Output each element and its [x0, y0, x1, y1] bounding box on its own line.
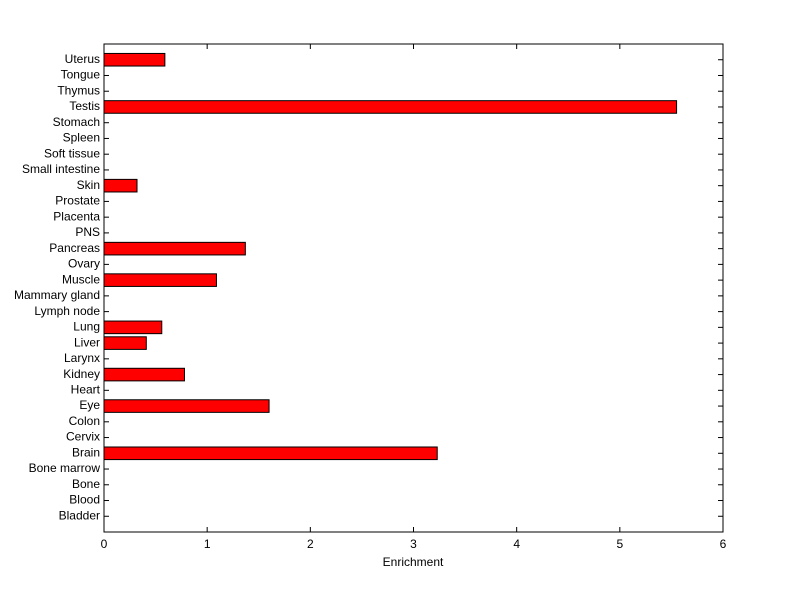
- y-tick-label: Pancreas: [49, 241, 100, 255]
- x-tick-label: 3: [410, 537, 417, 551]
- y-tick-label: Muscle: [62, 272, 100, 286]
- bar: [103, 399, 270, 413]
- y-tick-label: Bladder: [59, 508, 100, 522]
- x-axis-label: Enrichment: [383, 555, 444, 569]
- y-tick-label: Soft tissue: [44, 146, 100, 160]
- y-tick-label: Lymph node: [34, 304, 100, 318]
- bar: [103, 446, 438, 461]
- bar: [103, 100, 678, 114]
- bar: [103, 241, 246, 256]
- y-tick-label: Ovary: [68, 257, 100, 271]
- y-tick-label: Heart: [71, 382, 101, 396]
- x-tick-label: 1: [204, 537, 211, 551]
- y-tick-label: Colon: [69, 414, 100, 428]
- bar: [103, 273, 217, 287]
- y-tick-label: Bone: [72, 477, 100, 491]
- y-tick-label: Skin: [77, 178, 100, 192]
- bar: [103, 336, 147, 350]
- y-tick-label: Brain: [72, 445, 100, 459]
- y-tick-label: PNS: [75, 225, 100, 239]
- bar: [103, 320, 163, 335]
- y-tick-label: Bone marrow: [29, 461, 101, 475]
- y-tick-label: Spleen: [63, 131, 100, 145]
- y-tick-label: Larynx: [64, 351, 100, 365]
- y-tick-label: Thymus: [57, 83, 100, 97]
- y-tick-label: Kidney: [63, 367, 100, 381]
- bar: [103, 367, 185, 382]
- bar: [103, 52, 166, 67]
- y-tick-label: Liver: [74, 335, 100, 349]
- y-tick-label: Tongue: [61, 68, 101, 82]
- y-tick-label: Placenta: [53, 209, 100, 223]
- y-tick-label: Small intestine: [22, 162, 100, 176]
- y-tick-label: Blood: [69, 493, 100, 507]
- x-tick-label: 0: [101, 537, 108, 551]
- x-tick-label: 6: [720, 537, 727, 551]
- y-tick-label: Uterus: [65, 52, 100, 66]
- x-tick-label: 4: [513, 537, 520, 551]
- x-tick-label: 5: [616, 537, 623, 551]
- y-tick-label: Stomach: [53, 115, 100, 129]
- y-tick-label: Eye: [79, 398, 100, 412]
- y-tick-label: Mammary gland: [14, 288, 100, 302]
- y-tick-label: Lung: [73, 320, 100, 334]
- y-tick-label: Prostate: [55, 194, 100, 208]
- bar: [103, 178, 138, 193]
- x-tick-label: 2: [307, 537, 314, 551]
- y-tick-label: Cervix: [66, 430, 100, 444]
- y-tick-label: Testis: [69, 99, 100, 113]
